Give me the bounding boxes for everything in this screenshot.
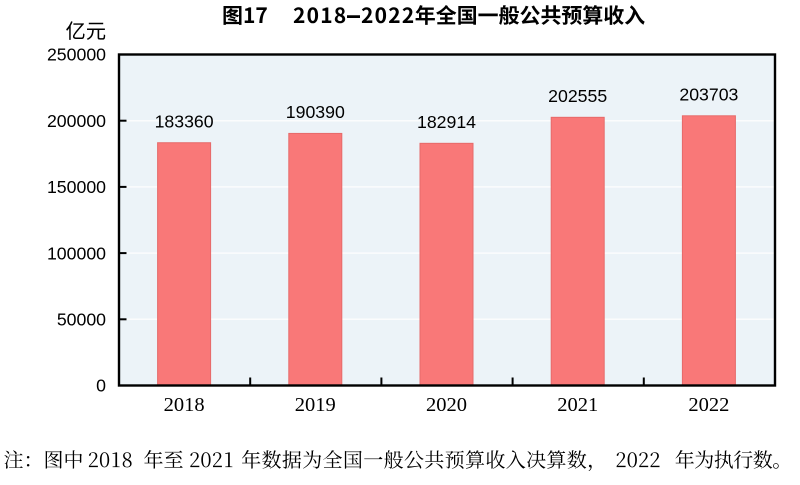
svg-text:182914: 182914 xyxy=(417,112,476,132)
svg-text:190390: 190390 xyxy=(286,102,345,122)
svg-text:250000: 250000 xyxy=(47,45,106,65)
svg-text:202555: 202555 xyxy=(548,86,607,106)
svg-text:2022: 2022 xyxy=(688,394,729,416)
svg-text:2020: 2020 xyxy=(426,394,467,416)
svg-text:183360: 183360 xyxy=(155,112,214,132)
svg-text:100000: 100000 xyxy=(47,243,106,263)
svg-text:203703: 203703 xyxy=(679,85,738,105)
svg-text:0: 0 xyxy=(96,376,106,396)
svg-text:150000: 150000 xyxy=(47,177,106,197)
svg-text:2019: 2019 xyxy=(295,394,336,416)
svg-text:2018: 2018 xyxy=(164,394,205,416)
svg-text:50000: 50000 xyxy=(57,310,106,330)
svg-text:2021: 2021 xyxy=(557,394,598,416)
svg-text:200000: 200000 xyxy=(47,111,106,131)
